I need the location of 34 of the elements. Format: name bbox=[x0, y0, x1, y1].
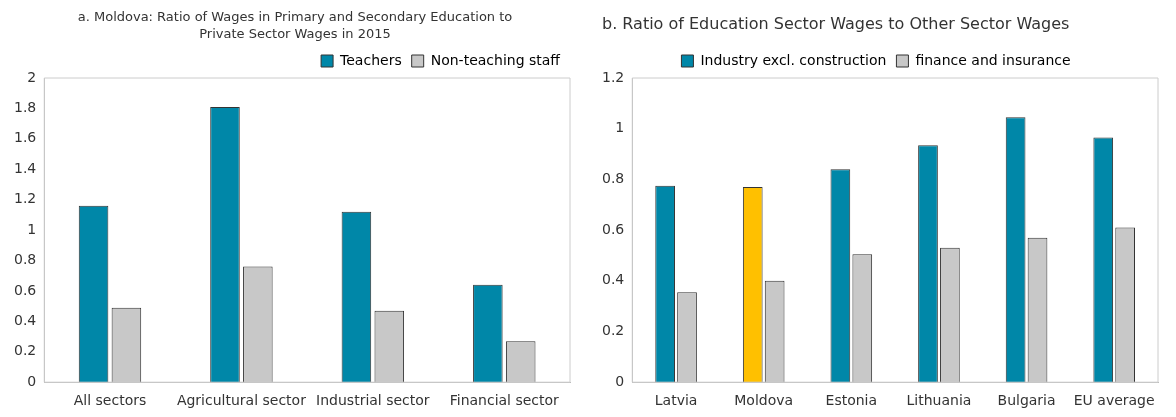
legend-label: Non-teaching staff bbox=[430, 51, 561, 68]
y-tick-label: 0.2 bbox=[602, 322, 625, 339]
x-tick-label: Bulgaria bbox=[997, 392, 1056, 409]
x-tick-label: Moldova bbox=[734, 392, 794, 409]
y-tick-label: 0.6 bbox=[14, 281, 37, 298]
y-tick-label: 0.8 bbox=[602, 170, 625, 187]
y-tick-label: 1.6 bbox=[14, 129, 37, 146]
y-tick-label: 2 bbox=[27, 68, 37, 85]
x-tick-label: Financial sector bbox=[449, 392, 560, 409]
chart-title: a. Moldova: Ratio of Wages in Primary and Secondary Education to Private Sector Wages in 2015 bbox=[76, 8, 514, 43]
y-tick-label: 0 bbox=[615, 372, 625, 389]
legend-label: finance and insurance bbox=[915, 51, 1071, 68]
y-tick-label: 1 bbox=[615, 119, 625, 136]
x-tick-label: All sectors bbox=[73, 392, 147, 409]
y-tick-label: 1.2 bbox=[14, 190, 37, 207]
y-tick-label: 0 bbox=[27, 372, 37, 389]
x-tick-label: Industrial sector bbox=[316, 392, 430, 409]
y-tick-label: 1.8 bbox=[14, 99, 37, 116]
y-tick-label: 0.8 bbox=[14, 251, 37, 268]
y-tick-label: 1.2 bbox=[602, 68, 625, 85]
y-tick-label: 1 bbox=[27, 220, 37, 237]
x-tick-label: Agricultural sector bbox=[176, 392, 307, 409]
chart-title: b. Ratio of Education Sector Wages to Other Sector Wages bbox=[602, 14, 1071, 35]
y-tick-label: 0.6 bbox=[602, 220, 625, 237]
x-tick-label: EU average bbox=[1073, 392, 1155, 409]
y-tick-label: 0.4 bbox=[14, 312, 37, 328]
legend-label: Teachers bbox=[339, 51, 402, 68]
x-tick-label: Estonia bbox=[825, 392, 878, 409]
y-tick-label: 0.4 bbox=[602, 271, 625, 288]
x-tick-label: Latvia bbox=[654, 392, 698, 409]
x-tick-label: Lithuania bbox=[906, 392, 972, 409]
legend-label: Industry excl. construction bbox=[700, 51, 887, 68]
y-tick-label: 0.2 bbox=[14, 342, 37, 359]
y-tick-label: 1.4 bbox=[14, 159, 37, 176]
